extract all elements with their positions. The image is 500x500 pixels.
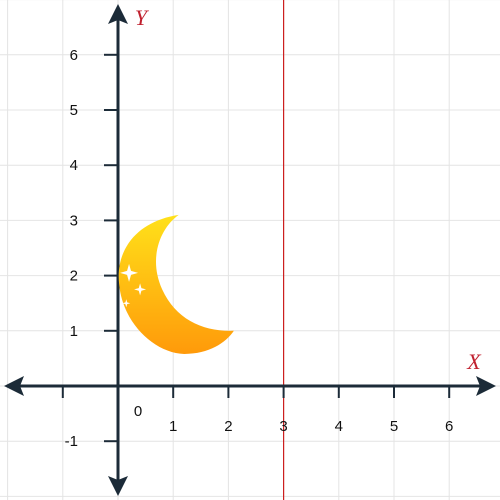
tick-labels: 1 2 3 4 5 6 -1 1 2 3 4 5 6 (65, 47, 454, 450)
y-tick-label: 2 (70, 268, 78, 285)
y-axis-arrow-up (108, 4, 128, 24)
x-axis-arrow-right (476, 376, 496, 396)
crescent-moon (118, 214, 234, 354)
y-axis-name: Y (135, 5, 150, 30)
x-axis-arrow-left (4, 376, 24, 396)
sparkle-icon (134, 283, 147, 296)
axes (4, 4, 496, 496)
origin-label: 0 (134, 403, 142, 420)
sparkle-icon (120, 263, 139, 282)
x-tick-label: 2 (224, 418, 232, 435)
ticks (61, 53, 451, 443)
y-tick-label: -1 (65, 433, 78, 450)
x-axis-name: X (466, 349, 482, 374)
sparkle-icon (122, 299, 131, 308)
y-tick-label: 1 (70, 323, 78, 340)
x-tick-label: 5 (390, 418, 398, 435)
y-tick-label: 4 (70, 157, 78, 174)
x-tick-label: 1 (169, 418, 177, 435)
y-tick-label: 5 (70, 102, 78, 119)
y-tick-label: 3 (70, 212, 78, 229)
x-tick-label: 6 (445, 418, 453, 435)
x-tick-label: 3 (279, 418, 287, 435)
x-tick-label: 4 (335, 418, 343, 435)
crescent-moon-icon (118, 214, 234, 354)
sparkles (120, 263, 147, 308)
y-axis-arrow-down (108, 476, 128, 496)
y-tick-label: 6 (70, 47, 78, 64)
